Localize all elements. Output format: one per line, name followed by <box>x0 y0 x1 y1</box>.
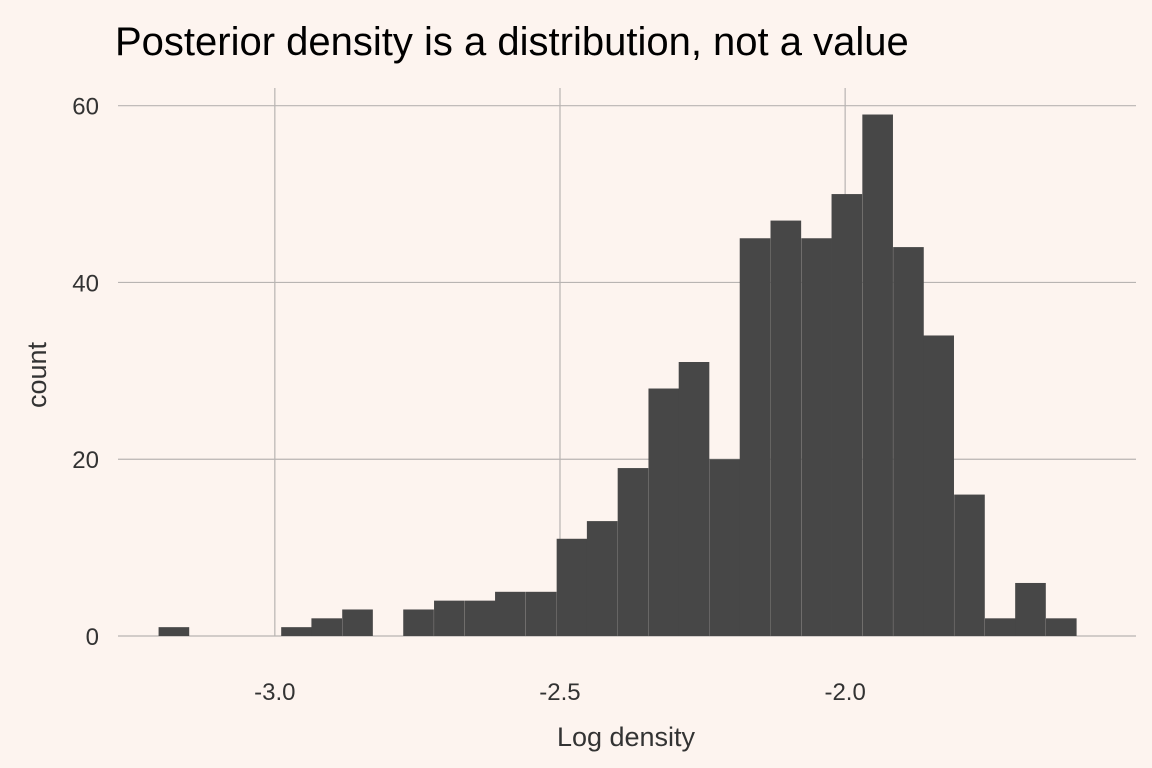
histogram-bar <box>1045 618 1077 636</box>
histogram-bar <box>801 238 832 637</box>
histogram-bar <box>648 388 680 636</box>
y-axis-label: count <box>22 341 52 408</box>
x-axis-label: Log density <box>557 722 696 752</box>
x-tick-label: -2.0 <box>824 679 865 706</box>
histogram-bar <box>311 618 343 636</box>
histogram-bar <box>709 459 741 636</box>
histogram-bar <box>495 591 526 636</box>
histogram-bar <box>862 114 893 637</box>
histogram-bar <box>403 609 434 636</box>
y-tick-label: 60 <box>72 94 99 121</box>
histogram-bar <box>678 362 710 636</box>
histogram-bar <box>739 238 771 637</box>
histogram-bar <box>954 494 985 636</box>
histogram-bar <box>556 538 588 636</box>
histogram-bar <box>831 194 863 636</box>
bars <box>158 114 1077 637</box>
x-tick-label: -2.5 <box>539 679 580 706</box>
histogram-bar <box>893 247 924 636</box>
y-tick-label: 20 <box>72 447 99 474</box>
histogram-bar <box>984 618 1016 636</box>
y-tick-label: 0 <box>86 624 99 651</box>
histogram-bar <box>434 600 465 636</box>
y-tick-label: 40 <box>72 270 99 297</box>
histogram-bar <box>525 591 557 636</box>
histogram-bar <box>617 468 649 636</box>
x-axis-ticks: -3.0 -2.5 -2.0 <box>254 679 866 706</box>
histogram-bar <box>158 627 190 636</box>
histogram-bar <box>586 521 618 636</box>
histogram-bar <box>923 335 954 636</box>
chart-title: Posterior density is a distribution, not… <box>115 20 909 64</box>
histogram-bar <box>770 220 802 637</box>
histogram-bar <box>464 600 496 636</box>
y-axis-ticks: 0 20 40 60 <box>72 94 99 651</box>
histogram-bar <box>342 609 373 636</box>
histogram-bar <box>281 627 312 636</box>
x-tick-label: -3.0 <box>254 679 295 706</box>
histogram-bar <box>1015 582 1046 636</box>
